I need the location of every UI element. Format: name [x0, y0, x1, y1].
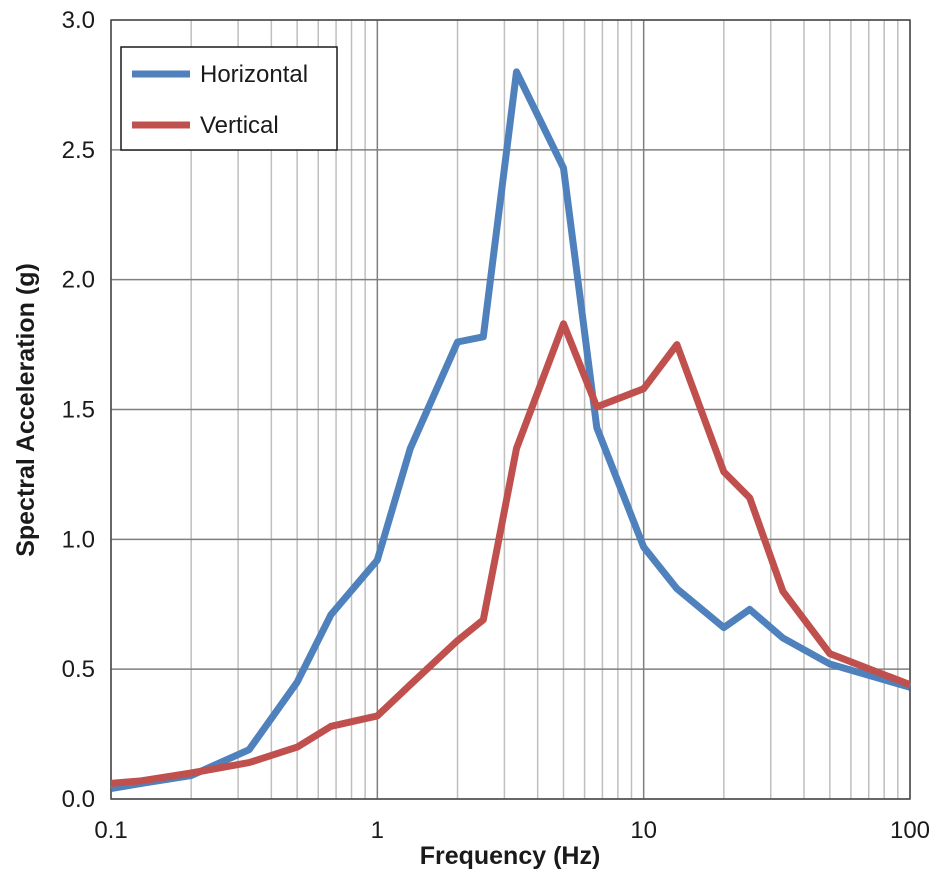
y-tick-label: 1.0 [62, 526, 95, 553]
x-axis-title: Frequency (Hz) [420, 842, 601, 870]
x-tick-label: 1 [371, 817, 384, 844]
series-line-vertical [110, 320, 912, 787]
x-tick-label: 100 [890, 817, 930, 844]
y-axis-title: Spectral Acceleration (g) [12, 263, 40, 557]
legend: Horizontal Vertical [120, 46, 338, 151]
y-tick-label: 2.0 [62, 267, 95, 294]
x-axis-tick-labels: 0.1 1 10 100 [94, 817, 930, 844]
legend-label-horizontal: Horizontal [200, 61, 308, 88]
legend-label-vertical: Vertical [200, 112, 279, 139]
y-axis-tick-labels: 0.0 0.5 1.0 1.5 2.0 2.5 3.0 [62, 7, 95, 813]
series-lines [110, 68, 912, 793]
series-line-horizontal [110, 68, 911, 793]
y-tick-label: 0.0 [62, 786, 95, 813]
legend-box [120, 46, 338, 151]
x-tick-label: 0.1 [94, 817, 127, 844]
y-tick-label: 1.5 [62, 397, 95, 424]
y-tick-label: 0.5 [62, 656, 95, 683]
y-tick-label: 2.5 [62, 137, 95, 164]
x-tick-label: 10 [630, 817, 657, 844]
y-tick-label: 3.0 [62, 7, 95, 34]
plot-area-border [110, 19, 911, 800]
